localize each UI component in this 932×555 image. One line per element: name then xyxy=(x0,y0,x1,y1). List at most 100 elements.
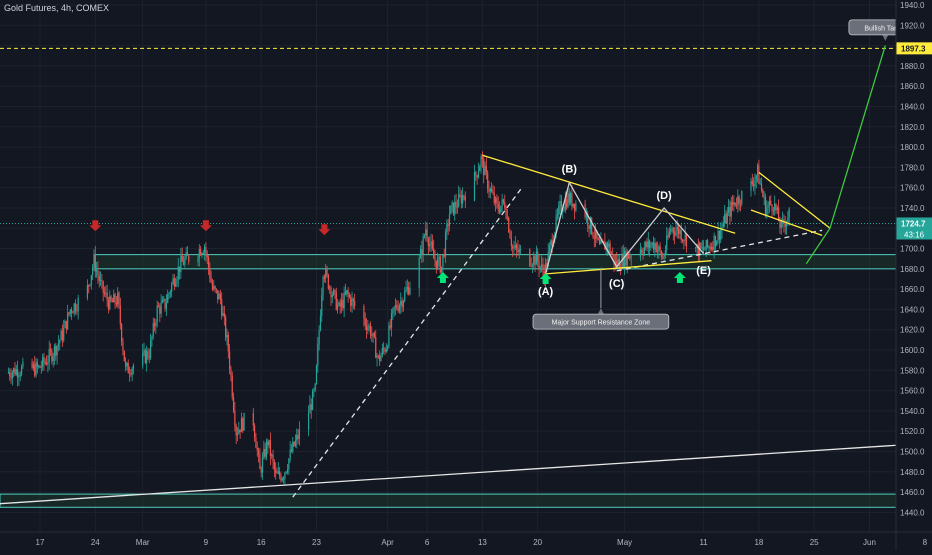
candle-body xyxy=(651,242,653,246)
candle-body xyxy=(663,255,665,259)
candle xyxy=(685,233,688,253)
candle-body xyxy=(650,245,652,248)
candle xyxy=(103,286,106,297)
candle-body xyxy=(647,240,649,248)
candle-body xyxy=(218,293,220,300)
candle xyxy=(323,274,325,283)
candle xyxy=(167,289,169,304)
candle-body xyxy=(114,294,116,303)
candle-body xyxy=(122,341,124,351)
candle xyxy=(394,298,397,315)
candle xyxy=(151,335,153,347)
candle-body xyxy=(265,441,268,457)
candle xyxy=(401,296,403,313)
candle-body xyxy=(722,223,724,227)
candle xyxy=(759,178,761,185)
candle xyxy=(585,208,588,224)
candle xyxy=(238,421,240,435)
candle-body xyxy=(222,312,224,316)
candle xyxy=(760,177,763,193)
candle-body xyxy=(421,249,423,255)
candle-body xyxy=(384,349,386,352)
candle xyxy=(480,153,482,174)
candle xyxy=(493,186,495,206)
candle xyxy=(178,266,181,280)
candle xyxy=(292,437,294,454)
candle xyxy=(327,273,329,291)
candle-body xyxy=(510,238,512,247)
candle xyxy=(335,287,337,311)
candle-body xyxy=(729,207,731,217)
candle xyxy=(44,358,46,366)
candle-body xyxy=(427,239,430,247)
candle xyxy=(464,191,466,209)
candle-body xyxy=(396,304,398,309)
candle-body xyxy=(766,207,768,216)
y-tick-label: 1580.0 xyxy=(900,366,925,375)
candle-body xyxy=(88,285,90,287)
candle xyxy=(69,309,71,317)
y-tick-label: 1540.0 xyxy=(900,407,925,416)
candle xyxy=(22,357,24,370)
candle-body xyxy=(106,292,108,301)
candle xyxy=(496,194,498,209)
candle-body xyxy=(501,199,503,206)
candle xyxy=(67,304,69,331)
candle xyxy=(297,428,299,445)
candle xyxy=(86,279,88,301)
current-price-line-label: 1724.7 xyxy=(901,219,926,228)
candle-body xyxy=(404,291,406,301)
candle-body xyxy=(160,302,162,314)
candle-body xyxy=(750,180,752,191)
candle-body xyxy=(110,296,112,301)
callout-text: Major Support Resistance Zone xyxy=(552,320,651,327)
candle xyxy=(155,319,157,334)
candle xyxy=(177,257,179,288)
candle-body xyxy=(131,368,133,375)
candle-body xyxy=(662,257,664,259)
candle xyxy=(275,462,277,480)
candle-body xyxy=(605,243,607,250)
candle-body xyxy=(69,309,71,314)
candle xyxy=(439,254,441,274)
candle xyxy=(290,443,293,453)
down-arrow-icon xyxy=(318,224,331,236)
x-tick-label: 8 xyxy=(923,538,928,547)
wave-label: (E) xyxy=(696,265,711,277)
candle xyxy=(706,238,709,249)
candle-body xyxy=(254,425,256,438)
candle xyxy=(506,208,509,221)
candle xyxy=(214,285,216,293)
candle xyxy=(405,280,407,293)
candle-body xyxy=(656,249,659,252)
candle-body xyxy=(377,355,379,357)
candle-body xyxy=(642,252,644,254)
candle-body xyxy=(476,175,478,178)
candle xyxy=(750,177,752,197)
candle xyxy=(294,434,297,448)
y-tick-label: 1840.0 xyxy=(900,102,925,111)
candle xyxy=(476,174,478,185)
candle xyxy=(163,295,165,303)
candle xyxy=(64,319,66,329)
candle-body xyxy=(400,300,402,306)
candle xyxy=(497,196,499,214)
candle xyxy=(654,238,656,257)
candle xyxy=(230,365,232,382)
candle xyxy=(423,233,426,239)
candle xyxy=(380,352,382,362)
candle-body xyxy=(560,200,562,212)
candle-body xyxy=(319,315,322,331)
candle xyxy=(517,239,519,256)
candle xyxy=(650,241,652,252)
candle-body xyxy=(282,478,285,480)
candle xyxy=(735,197,738,210)
candle-body xyxy=(163,298,165,301)
candle xyxy=(19,371,21,382)
wave-label: (D) xyxy=(656,190,672,202)
candle xyxy=(729,200,731,225)
candle-body xyxy=(93,254,95,268)
candle-body xyxy=(277,471,279,474)
